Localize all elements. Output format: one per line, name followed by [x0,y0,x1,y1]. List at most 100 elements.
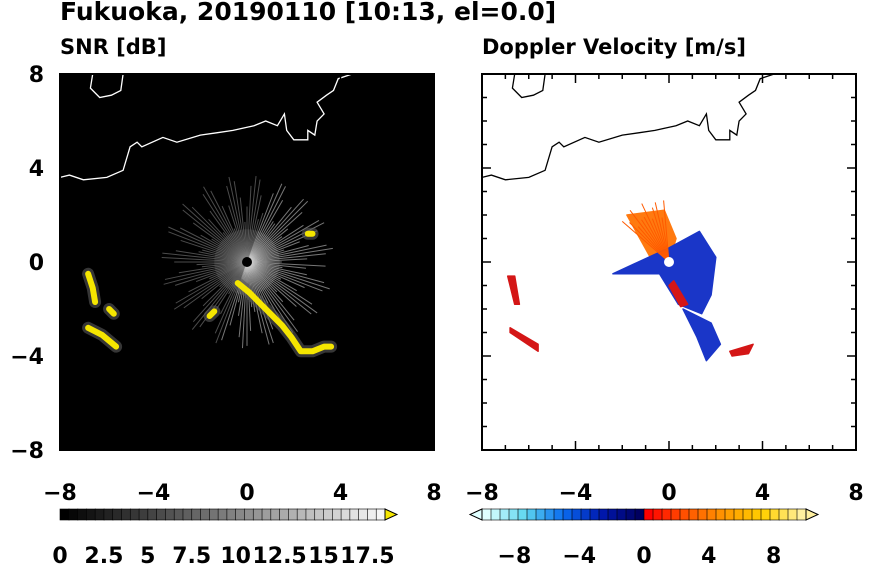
coastline [511,74,546,99]
radar-center [242,257,252,267]
snr-ray [246,247,333,263]
colorbar-swatch [375,508,386,521]
coastline [482,74,775,181]
plot-content [482,74,775,362]
colorbar-swatch [733,508,744,521]
colorbar-swatch [778,508,789,521]
snr-colorbar: 0 2.5 5 7.5 10 12.5 15 17.5 [52,508,399,569]
snr-ray [220,261,248,315]
y-tick-label: −8 [10,439,44,464]
x-tick-label: −4 [137,481,171,506]
velocity-ray [651,207,670,263]
colorbar-swatch [323,508,333,521]
snr-ray [246,261,323,292]
snr-ray [203,186,248,263]
snr-ray [241,261,248,349]
snr-ray [239,197,248,263]
colorbar-swatch [252,508,263,521]
y-tick-label: 4 [29,157,44,182]
snr-ray [246,253,326,263]
snr-ray [180,239,248,263]
x-tick-label: 8 [848,481,863,506]
snr-ray [164,261,248,280]
snr-strong-echo [234,280,335,355]
colorbar-swatch [598,508,609,521]
colorbar-swatch [643,508,654,521]
snr-ray [246,261,307,269]
x-tick-label: 0 [239,481,254,506]
x-tick-label: 8 [426,481,441,506]
velocity-region [668,280,689,308]
colorbar-swatch [481,508,492,521]
snr-ray [246,261,326,267]
snr-ray [180,227,248,263]
colorbar-label: −4 [562,544,596,569]
snr-ray [246,193,274,263]
colorbar-swatch [571,508,582,521]
snr-ray [246,261,318,314]
velocity-ray [641,203,670,263]
snr-ray [246,175,257,263]
snr-ray [246,261,298,332]
velocity-ray [629,222,670,263]
colorbar-swatch [580,508,591,521]
snr-ray [174,261,248,286]
snr-ray [210,190,248,263]
snr-ray [209,210,248,263]
colorbar-swatch [508,508,519,521]
snr-ray [246,261,305,289]
snr-ray [246,261,297,307]
colorbar-swatch [279,508,290,521]
snr-ray [228,176,248,263]
y-tick-label: 0 [29,251,44,276]
snr-ray [246,206,292,263]
colorbar-swatch [226,508,237,521]
colorbar-swatch [191,508,202,521]
colorbar-swatch [661,508,672,521]
snr-ray [168,226,248,263]
snr-ray [168,231,248,263]
snr-ray [229,261,248,326]
colorbar-extend-max [384,508,399,521]
colorbar-label: 0 [52,544,67,569]
colorbar-swatch [129,508,140,521]
velocity-region [506,275,521,306]
snr-ray [226,185,248,263]
snr-ray [246,200,309,263]
colorbar-swatch [517,508,528,521]
colorbar-swatch [217,508,228,521]
snr-strong-echo [206,308,218,319]
colorbar-swatch [358,508,369,521]
colorbar-swatch [367,508,377,521]
snr-ray [202,193,248,263]
snr-ray [246,220,320,263]
snr-ray [246,179,261,263]
colorbar-label: 4 [701,544,716,569]
snr-ray [161,257,248,263]
colorbar-swatch [679,508,690,521]
doppler-colorbar: −8 −4 0 4 8 [468,508,820,569]
snr-ray [183,261,248,309]
colorbar-extend-max [805,508,820,521]
colorbar-label: 12.5 [252,544,306,569]
colorbar-swatch [103,508,114,521]
snr-ray [228,205,248,263]
colorbar-label: 0 [636,544,651,569]
colorbar-swatch [121,508,131,521]
colorbar-swatch [138,508,149,521]
x-tick-label: 0 [661,481,676,506]
snr-strong-echo [85,270,99,305]
snr-ray [192,261,248,323]
snr-ray [246,195,262,263]
colorbar-swatch [59,508,70,521]
colorbar-swatch [235,508,246,521]
snr-ray [215,261,248,344]
figure-title: Fukuoka, 20190110 [10:13, el=0.0] [60,0,557,26]
velocity-ray [637,226,670,263]
snr-ray [178,261,248,274]
y-tick-label: 8 [29,63,44,88]
colorbar-swatch [305,508,316,521]
colorbar-swatch [112,508,123,521]
snr-ray [221,205,248,263]
colorbar-label: 5 [140,544,155,569]
